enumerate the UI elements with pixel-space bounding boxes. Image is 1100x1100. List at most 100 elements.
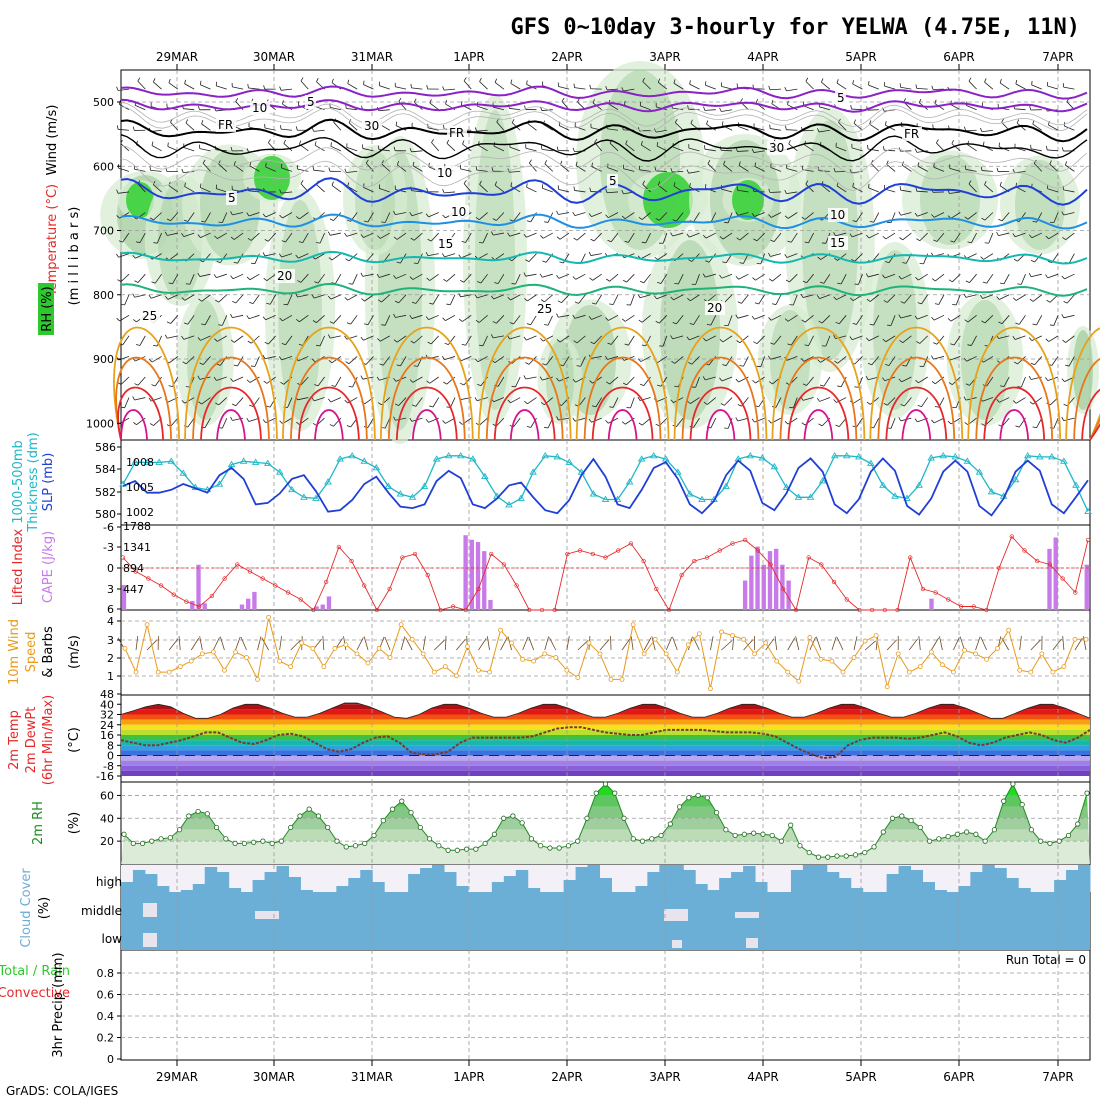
wind-barb xyxy=(576,232,586,241)
wind-barb-flag xyxy=(327,295,332,300)
wind-barb xyxy=(187,417,195,428)
date-label-top: 30MAR xyxy=(253,50,295,64)
wind-barb xyxy=(463,183,472,193)
wind-barb xyxy=(264,356,276,360)
wind-barb xyxy=(574,87,586,90)
wind-barb-flag xyxy=(218,221,223,223)
wind10m-marker xyxy=(928,649,934,655)
wind-barb-flag xyxy=(395,121,398,126)
rh2m-marker xyxy=(417,824,423,831)
wind-barb xyxy=(1018,315,1026,325)
thickness-marker xyxy=(251,458,260,465)
boundary-layer-contour xyxy=(113,326,180,441)
wind-barb xyxy=(806,376,814,386)
wind-barb xyxy=(771,314,782,321)
wind-barb xyxy=(479,212,488,221)
li-marker xyxy=(1035,558,1040,564)
rh2m-marker xyxy=(714,809,720,816)
wind-barb xyxy=(743,356,749,367)
wind-barb xyxy=(363,84,374,90)
wind-barb-flag xyxy=(539,376,543,381)
wind10m-barb xyxy=(908,638,919,651)
thickness-marker xyxy=(529,468,537,475)
wind-barb-flag xyxy=(657,78,661,83)
li-marker xyxy=(1060,576,1065,581)
wind-barb xyxy=(330,106,341,111)
wind-barb-flag xyxy=(446,303,451,306)
wind-barb xyxy=(476,169,488,172)
wind-barb xyxy=(639,294,651,299)
wind10m-marker xyxy=(155,669,161,675)
boundary-layer-contour xyxy=(999,409,1030,441)
wind-barb-flag xyxy=(947,318,952,322)
boundary-layer-contour xyxy=(1073,357,1100,441)
wind-barb-flag xyxy=(168,385,173,387)
wind-barb-flag xyxy=(183,322,188,325)
cloud-ylabels: Cloud Cover (%) xyxy=(19,868,52,948)
wind-barb xyxy=(446,376,456,385)
li-marker xyxy=(438,607,443,613)
boundary-layer-contour xyxy=(387,356,466,441)
wind-barb-flag xyxy=(686,336,690,341)
thickness-marker xyxy=(830,451,839,459)
wind-barb-flag xyxy=(787,240,792,243)
cloud-high-bar xyxy=(192,884,206,892)
wind-barb-flag xyxy=(984,78,987,83)
thickness-marker xyxy=(505,501,513,508)
wind-barb xyxy=(840,274,847,285)
wind-barb-flag xyxy=(605,86,608,91)
wind-barb xyxy=(628,232,635,243)
wind-barb-flag xyxy=(214,235,218,239)
wind-barb-flag xyxy=(544,160,548,164)
wind-barb xyxy=(901,376,912,383)
wind-barb-flag xyxy=(183,219,188,222)
li-marker xyxy=(476,586,481,592)
wind-barb xyxy=(233,232,244,240)
wind-barb xyxy=(591,212,602,218)
cape-bar xyxy=(314,606,319,610)
wind-barb-flag xyxy=(233,161,236,166)
wind-barb-flag xyxy=(264,239,269,242)
cloud-high-bar xyxy=(408,874,421,892)
wind-barb xyxy=(708,253,717,263)
wind-barb xyxy=(738,165,749,172)
wind-barb xyxy=(153,81,162,90)
wind10m-barb xyxy=(853,636,858,651)
wind-barb xyxy=(971,335,977,346)
wind-barb xyxy=(167,294,179,300)
rh2m-marker xyxy=(908,817,914,824)
thickness-marker xyxy=(686,490,694,497)
wind-barb xyxy=(707,163,717,172)
wind10m-marker xyxy=(255,677,260,682)
wind-barb xyxy=(1017,356,1026,365)
wind-barb-flag xyxy=(591,405,597,408)
wind-barb xyxy=(477,105,488,111)
temp-bands xyxy=(121,703,1090,776)
wind-barb xyxy=(873,315,880,326)
wind-barb xyxy=(576,335,586,344)
tick-label: 2 xyxy=(107,652,114,665)
wind-barb xyxy=(365,162,374,172)
wind-barb-flag xyxy=(738,161,741,166)
ylabel-wind10m-b: Speed xyxy=(24,632,39,673)
wind-barb xyxy=(510,294,521,301)
wind10m-marker xyxy=(188,658,194,664)
wind-barb-flag xyxy=(490,295,495,300)
li-marker xyxy=(336,544,342,550)
wind-barb xyxy=(710,212,717,223)
tick-label: 580 xyxy=(95,508,116,521)
tick-label: 582 xyxy=(95,486,116,499)
wind-barb-flag xyxy=(442,86,445,91)
wind10m-barb xyxy=(774,636,778,651)
upper-air-ylabels: Wind (m/s) Temperature (°C) (m i l l i b… xyxy=(38,105,82,335)
wind-barb xyxy=(124,397,130,408)
wind-barb-flag xyxy=(200,80,202,85)
wind-barb xyxy=(331,253,342,261)
wind-barb xyxy=(168,253,179,261)
li-marker xyxy=(565,551,570,557)
cape-bar xyxy=(1084,564,1089,610)
wind-barb-flag xyxy=(393,275,397,279)
wind-barb-flag xyxy=(672,219,677,222)
isotherm-label: 25 xyxy=(537,302,552,316)
wind-barb-flag xyxy=(265,162,267,167)
